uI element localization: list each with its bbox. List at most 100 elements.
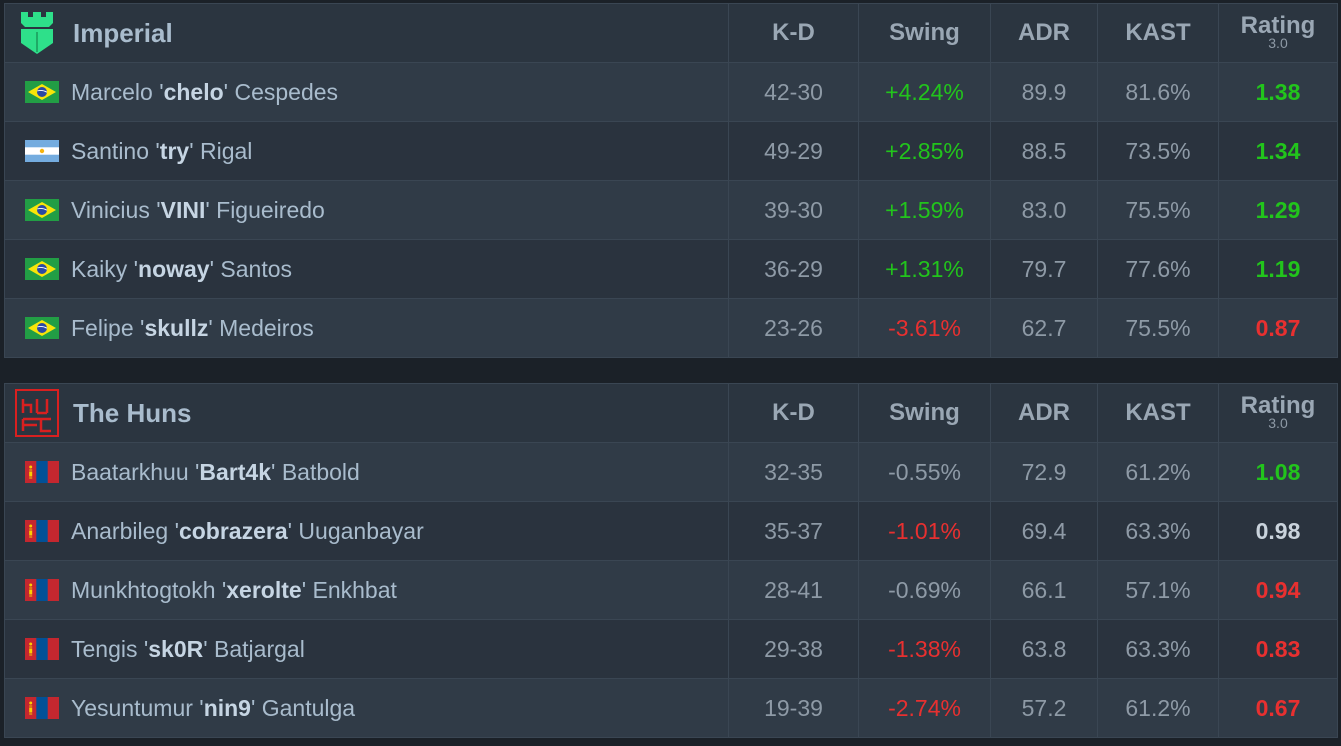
kast-value: 73.5% [1097, 121, 1219, 181]
player-last-name: ' Enkhbat [301, 576, 397, 603]
rating-value: 0.94 [1218, 560, 1338, 620]
player-name[interactable]: Munkhtogtokh 'xerolte' Enkhbat [71, 577, 397, 604]
player-row: Felipe 'skullz' Medeiros 23-26 -3.61% 62… [4, 298, 1338, 358]
kd-value: 36-29 [728, 239, 859, 299]
swing-value: +1.59% [858, 180, 991, 240]
player-nickname: nin9 [203, 694, 251, 721]
team-name[interactable]: The Huns [73, 397, 192, 428]
adr-value: 89.9 [990, 62, 1098, 122]
kd-value: 42-30 [728, 62, 859, 122]
rating-version: 3.0 [1268, 35, 1288, 51]
adr-value: 83.0 [990, 180, 1098, 240]
player-name[interactable]: Felipe 'skullz' Medeiros [71, 315, 314, 342]
player-name[interactable]: Marcelo 'chelo' Cespedes [71, 79, 338, 106]
kast-value: 61.2% [1097, 442, 1219, 502]
adr-value: 62.7 [990, 298, 1098, 358]
mongolia-flag-icon [25, 697, 59, 719]
rating-value: 0.83 [1218, 619, 1338, 679]
swing-column-header[interactable]: Swing [858, 3, 991, 63]
player-name[interactable]: Kaiky 'noway' Santos [71, 256, 292, 283]
adr-column-header[interactable]: ADR [990, 3, 1098, 63]
player-first-name: Kaiky ' [71, 255, 139, 282]
player-nickname: cobrazera [178, 517, 288, 544]
player-first-name: Felipe ' [71, 314, 145, 341]
player-name[interactable]: Anarbileg 'cobrazera' Uuganbayar [71, 518, 424, 545]
kast-column-header[interactable]: KAST [1097, 383, 1219, 443]
team-name[interactable]: Imperial [73, 17, 173, 48]
player-cell: Tengis 'sk0R' Batjargal [4, 619, 729, 679]
player-row: Vinicius 'VINI' Figueiredo 39-30 +1.59% … [4, 180, 1338, 240]
player-last-name: ' Batjargal [203, 635, 305, 662]
brazil-flag-icon [25, 258, 59, 280]
kd-value: 28-41 [728, 560, 859, 620]
player-row: Baatarkhuu 'Bart4k' Batbold 32-35 -0.55%… [4, 442, 1338, 502]
player-cell: Felipe 'skullz' Medeiros [4, 298, 729, 358]
player-last-name: ' Gantulga [250, 694, 356, 721]
kast-value: 63.3% [1097, 501, 1219, 561]
adr-value: 63.8 [990, 619, 1098, 679]
imperial-castle-icon [15, 9, 59, 57]
swing-value: -0.69% [858, 560, 991, 620]
kd-value: 29-38 [728, 619, 859, 679]
adr-value: 72.9 [990, 442, 1098, 502]
player-name[interactable]: Yesuntumur 'nin9' Gantulga [71, 695, 355, 722]
huns-logo-icon [15, 389, 59, 437]
mongolia-flag-icon [25, 638, 59, 660]
adr-column-header[interactable]: ADR [990, 383, 1098, 443]
player-first-name: Anarbileg ' [71, 517, 179, 544]
mongolia-flag-icon [25, 579, 59, 601]
team-header: The Huns [4, 383, 729, 443]
swing-value: -0.55% [858, 442, 991, 502]
player-last-name: ' Batbold [271, 458, 360, 485]
player-row: Santino 'try' Rigal 49-29 +2.85% 88.5 73… [4, 121, 1338, 181]
player-last-name: ' Medeiros [208, 314, 314, 341]
player-cell: Munkhtogtokh 'xerolte' Enkhbat [4, 560, 729, 620]
player-last-name: ' Cespedes [223, 78, 339, 105]
rating-label: Rating [1240, 392, 1316, 419]
swing-value: -1.01% [858, 501, 991, 561]
adr-value: 88.5 [990, 121, 1098, 181]
adr-value: 57.2 [990, 678, 1098, 738]
table-header-row: Imperial K-D Swing ADR KAST Rating 3.0 [4, 3, 1338, 63]
rating-value: 1.19 [1218, 239, 1338, 299]
player-cell: Santino 'try' Rigal [4, 121, 729, 181]
swing-value: +1.31% [858, 239, 991, 299]
swing-value: -2.74% [858, 678, 991, 738]
player-first-name: Tengis ' [71, 635, 149, 662]
kd-value: 32-35 [728, 442, 859, 502]
rating-value: 0.98 [1218, 501, 1338, 561]
mongolia-flag-icon [25, 520, 59, 542]
player-nickname: VINI [160, 196, 206, 223]
player-nickname: try [159, 137, 190, 164]
kast-column-header[interactable]: KAST [1097, 3, 1219, 63]
swing-column-header[interactable]: Swing [858, 383, 991, 443]
player-first-name: Baatarkhuu ' [71, 458, 200, 485]
player-cell: Marcelo 'chelo' Cespedes [4, 62, 729, 122]
player-row: Anarbileg 'cobrazera' Uuganbayar 35-37 -… [4, 501, 1338, 561]
team-stats-table-huns: The Huns K-D Swing ADR KAST Rating 3.0 B… [4, 383, 1338, 738]
kd-column-header[interactable]: K-D [728, 3, 859, 63]
player-last-name: ' Rigal [189, 137, 253, 164]
table-header-row: The Huns K-D Swing ADR KAST Rating 3.0 [4, 383, 1338, 443]
player-cell: Anarbileg 'cobrazera' Uuganbayar [4, 501, 729, 561]
kast-value: 75.5% [1097, 180, 1219, 240]
mongolia-flag-icon [25, 461, 59, 483]
rating-column-header[interactable]: Rating 3.0 [1218, 383, 1338, 443]
player-cell: Yesuntumur 'nin9' Gantulga [4, 678, 729, 738]
kd-value: 39-30 [728, 180, 859, 240]
player-name[interactable]: Tengis 'sk0R' Batjargal [71, 636, 305, 663]
rating-value: 1.08 [1218, 442, 1338, 502]
player-nickname: sk0R [148, 635, 204, 662]
player-name[interactable]: Santino 'try' Rigal [71, 138, 252, 165]
adr-value: 66.1 [990, 560, 1098, 620]
player-name[interactable]: Vinicius 'VINI' Figueiredo [71, 197, 325, 224]
player-nickname: xerolte [226, 576, 302, 603]
argentina-flag-icon [25, 140, 59, 162]
team-header: Imperial [4, 3, 729, 63]
player-first-name: Marcelo ' [71, 78, 164, 105]
kast-value: 63.3% [1097, 619, 1219, 679]
rating-column-header[interactable]: Rating 3.0 [1218, 3, 1338, 63]
kd-column-header[interactable]: K-D [728, 383, 859, 443]
swing-value: -1.38% [858, 619, 991, 679]
player-name[interactable]: Baatarkhuu 'Bart4k' Batbold [71, 459, 360, 486]
